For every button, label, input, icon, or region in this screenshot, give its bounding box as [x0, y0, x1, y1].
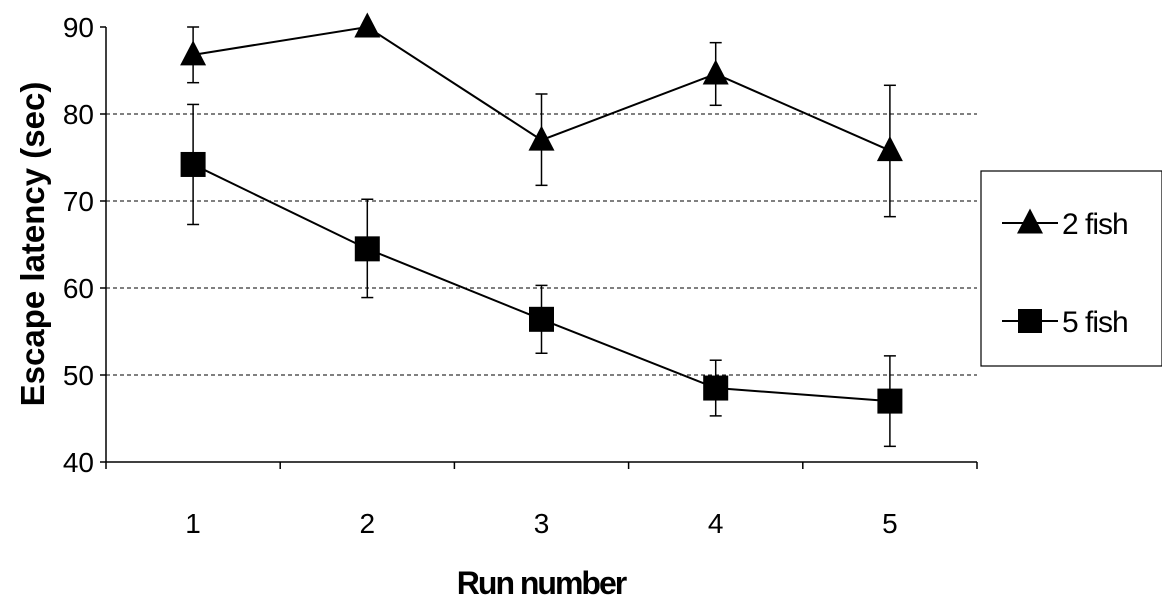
- legend-box: [980, 170, 1162, 367]
- y-axis-title: Escape latency (sec): [14, 82, 51, 407]
- y-tick-label: 60: [63, 273, 94, 304]
- series-2-fish-point-triangle: [354, 12, 381, 38]
- series-5-fish-point-square: [180, 151, 206, 177]
- legend-5-fish-marker-square: [1018, 309, 1042, 333]
- legend-2-fish-marker-triangle: [1017, 208, 1043, 234]
- x-tick-label: 2: [360, 508, 376, 539]
- legend: 2 fish 5 fish: [980, 170, 1162, 367]
- y-tick-label: 70: [63, 186, 94, 217]
- series-2-fish-point-triangle: [180, 40, 207, 66]
- series-5-fish-point-square: [354, 236, 380, 262]
- y-tick-label: 40: [63, 447, 94, 478]
- legend-2-fish-label: 2 fish: [1062, 208, 1128, 241]
- y-ticks: 40 50 60 70 80 90: [63, 12, 106, 478]
- series: [180, 12, 903, 414]
- axes: [105, 27, 977, 463]
- series-5-fish-point-square: [703, 375, 729, 401]
- series-5-fish-point-square: [877, 388, 903, 414]
- y-tick-label: 80: [63, 99, 94, 130]
- y-tick-label: 50: [63, 360, 94, 391]
- series-5-fish-point-square: [529, 306, 554, 332]
- series-2-fish-point-triangle: [876, 136, 903, 162]
- x-tick-label: 4: [708, 508, 724, 539]
- x-tick-label: 3: [534, 508, 550, 539]
- series-5-fish-line: [192, 163, 890, 403]
- x-axis-title: Run number: [457, 565, 627, 601]
- x-tick-label: 5: [882, 508, 898, 539]
- legend-5-fish-label: 5 fish: [1062, 306, 1128, 339]
- error-bars: [187, 26, 896, 448]
- series-2-fish-point-triangle: [702, 59, 729, 85]
- x-tick-label: 1: [185, 508, 201, 539]
- y-tick-label: 90: [63, 12, 94, 43]
- x-ticks: 1 2 3 4 5: [105, 462, 978, 539]
- series-2-fish-point-triangle: [528, 125, 555, 151]
